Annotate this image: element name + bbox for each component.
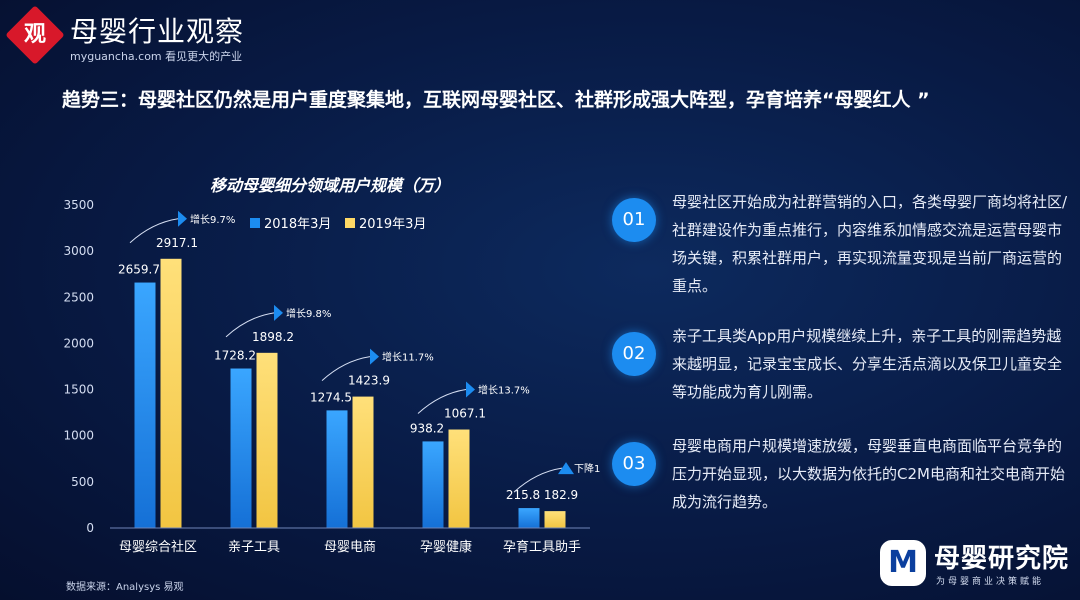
bar: [256, 352, 278, 528]
data-label: 1067.1: [444, 407, 486, 421]
data-label: 182.9: [544, 488, 578, 502]
institute-logo: M 母婴研究院 为母婴商业决策赋能: [880, 538, 1080, 594]
brand-url: myguancha.com 看见更大的产业: [70, 50, 243, 63]
growth-arc: [321, 356, 371, 381]
data-label: 1898.2: [252, 330, 294, 344]
bar: [134, 282, 156, 528]
brand-header: 观 母婴行业观察 myguancha.com 看见更大的产业: [5, 5, 314, 68]
user-scale-bar-chart: 移动母婴细分领域用户规模（万） 2018年3月 2019年3月 0 500 1000 1…: [63, 176, 600, 555]
growth-arrow-icon: [558, 462, 574, 475]
y-tick-label: 1500: [63, 383, 94, 397]
growth-label: 增长9.7%: [190, 213, 235, 226]
y-tick-label: 3500: [63, 198, 94, 212]
institute-tagline: 为母婴商业决策赋能: [936, 577, 1045, 587]
bar: [230, 368, 252, 528]
data-label: 1423.9: [348, 374, 390, 388]
x-category-label: 孕婴健康: [420, 539, 472, 555]
growth-arrow-icon: [370, 348, 379, 365]
growth-label: 增长11.7%: [382, 351, 434, 364]
data-label: 1274.5: [310, 390, 352, 404]
bar: [448, 429, 470, 528]
point-number-badge: 03: [612, 442, 656, 486]
data-label: 2659.7: [118, 263, 160, 277]
data-label: 938.2: [410, 421, 444, 435]
y-tick-label: 0: [86, 521, 94, 535]
y-tick-label: 2500: [63, 290, 94, 304]
growth-arrow-icon: [466, 381, 475, 398]
data-source: 数据来源：Analysys 易观: [66, 582, 184, 593]
growth-arc: [417, 389, 467, 414]
data-label: 215.8: [506, 488, 540, 502]
page-headline: 趋势三：母婴社区仍然是用户重度聚集地，互联网母婴社区、社群形成强大阵型，孕育培养…: [62, 89, 930, 111]
bar: [352, 396, 374, 528]
data-label: 1728.2: [214, 349, 256, 363]
chart-title: 移动母婴细分领域用户规模（万）: [210, 176, 450, 195]
growth-label: 增长13.7%: [478, 384, 530, 397]
chart-legend: 2018年3月 2019年3月: [250, 217, 426, 232]
bar: [544, 511, 566, 528]
point-number-badge: 01: [612, 198, 656, 242]
y-tick-label: 2000: [63, 336, 94, 350]
growth-arrow-icon: [178, 210, 187, 227]
point-number-badge: 02: [612, 332, 656, 376]
bar: [422, 441, 444, 528]
x-category-label: 亲子工具: [228, 540, 280, 555]
point-text: 母婴社区开始成为社群营销的入口，各类母婴厂商均将社区/社群建设作为重点推行，内容…: [672, 193, 1068, 295]
growth-arc: [129, 218, 179, 244]
y-tick-label: 1000: [63, 429, 94, 443]
y-tick-label: 3000: [63, 244, 94, 258]
data-label: 2917.1: [156, 236, 198, 250]
growth-arrow-icon: [274, 304, 283, 321]
chart-bars: 2659.7 2917.1 增长9.7% 1728.2 1898.2 增长9.8% 1274…: [118, 210, 600, 528]
bar: [160, 258, 182, 528]
growth-arc: [225, 312, 275, 338]
x-category-label: 母婴综合社区: [119, 539, 197, 555]
brand-name: 母婴行业观察: [70, 15, 245, 48]
bar: [326, 410, 348, 528]
legend-swatch: [250, 218, 260, 228]
legend-swatch: [345, 218, 355, 228]
institute-name: 母婴研究院: [934, 544, 1070, 574]
x-category-label: 孕育工具助手: [503, 539, 581, 555]
brand-seal-text: 观: [23, 22, 46, 47]
legend-label: 2018年3月: [264, 217, 331, 232]
x-axis: 母婴综合社区 亲子工具 母婴电商 孕婴健康 孕育工具助手: [110, 527, 590, 555]
point-text: 母婴电商用户规模增速放缓，母婴垂直电商面临平台竞争的压力开始显现，以大数据为依托…: [672, 437, 1065, 511]
y-tick-label: 500: [71, 475, 94, 489]
growth-label: 增长9.8%: [286, 307, 331, 320]
growth-label: 下降15.2%: [574, 462, 600, 475]
institute-logo-icon: M: [880, 540, 926, 586]
x-category-label: 母婴电商: [324, 540, 376, 555]
y-axis: 0 500 1000 1500 2000 2500 3000 3500: [63, 198, 94, 535]
growth-arc: [513, 467, 563, 493]
legend-label: 2019年3月: [359, 217, 426, 232]
bar: [518, 508, 540, 528]
point-text: 亲子工具类App用户规模继续上升，亲子工具的刚需趋势越来越明显，记录宝宝成长、分…: [672, 327, 1063, 401]
